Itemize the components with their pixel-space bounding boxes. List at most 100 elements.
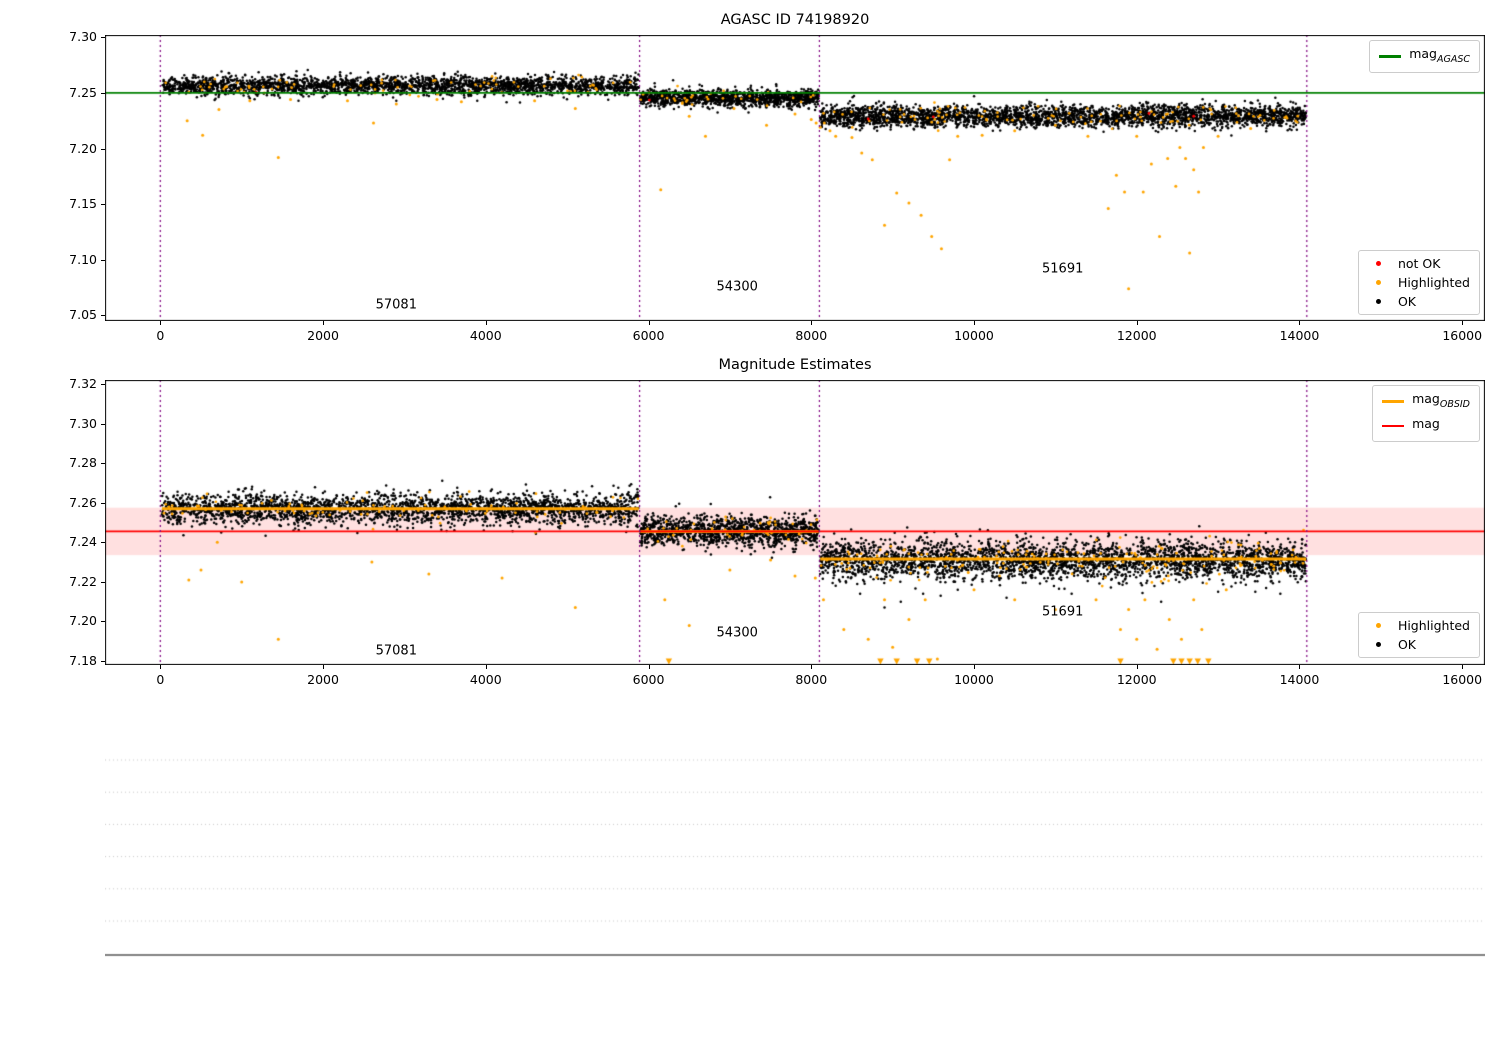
x-tick-label: 10000: [954, 328, 994, 343]
tick-mark: [811, 665, 813, 669]
agasc-mag-plot: magAGASC not OK Highlighted OK 57081 5430…: [105, 35, 1485, 321]
ok-marker-sample: [1368, 299, 1390, 304]
tick-mark: [1299, 665, 1301, 669]
legend-item-not-ok: not OK: [1368, 256, 1470, 271]
x-tick-label: 14000: [1279, 672, 1320, 687]
legend-label-ok: OK: [1397, 294, 1416, 309]
y-tick-label: 7.20: [69, 140, 97, 156]
tick-mark: [974, 665, 975, 669]
tick-mark: [101, 542, 105, 544]
y-tick-label: 7.15: [69, 196, 97, 212]
obsid-label: 54300: [716, 625, 758, 641]
obsid-label: 54300: [716, 279, 758, 294]
legend-mag-agasc: magAGASC: [1369, 40, 1480, 73]
black-dot-swatch: [1376, 299, 1382, 304]
plot1-title: AGASC ID 74198920: [720, 12, 870, 28]
x-tick-label: 8000: [795, 672, 828, 687]
tick-mark: [160, 321, 162, 325]
y-tick-label: 7.18: [69, 653, 97, 669]
legend-markers-top-plot: not OK Highlighted OK: [1357, 250, 1480, 315]
not-ok-marker-sample: [1368, 261, 1390, 266]
y-tick-label: 7.30: [69, 29, 97, 45]
ok-marker-sample: [1368, 642, 1390, 647]
legend-label-highlighted: Highlighted: [1397, 618, 1470, 633]
x-tick-label: 2000: [307, 328, 339, 343]
tick-mark: [101, 204, 105, 206]
y-tick-label: 7.28: [69, 455, 97, 471]
legend-label-not-ok: not OK: [1397, 256, 1441, 271]
tick-mark: [101, 383, 105, 385]
y-tick-label: 7.25: [69, 84, 97, 100]
tick-mark: [101, 621, 105, 623]
x-tick-label: 12000: [1116, 328, 1157, 343]
y-tick-label: 7.30: [69, 415, 97, 431]
magnitude-estimates-plot: magOBSID mag Highlighted OK 57081 54300 51…: [105, 380, 1485, 665]
legend-label-mag-obsid: magOBSID: [1412, 391, 1470, 410]
tick-mark: [101, 92, 105, 94]
legend-label-highlighted: Highlighted: [1397, 275, 1470, 290]
obsid-label: 51691: [1042, 261, 1084, 277]
tick-mark: [160, 665, 162, 669]
mag-obsid-line-sample: [1382, 399, 1405, 403]
tick-mark: [648, 665, 650, 669]
legend-item-ok: OK: [1368, 294, 1470, 309]
legend-markers-middle-plot: Highlighted OK: [1357, 612, 1480, 658]
x-tick-label: 4000: [469, 328, 502, 343]
tick-mark: [811, 321, 813, 325]
legend-label-mag: mag: [1412, 415, 1440, 431]
legend-item-mag: mag: [1382, 416, 1470, 437]
tick-mark: [485, 321, 487, 325]
tick-mark: [1462, 321, 1464, 325]
legend-item-ok: OK: [1368, 637, 1470, 652]
tick-mark: [648, 321, 650, 325]
x-tick-label: 8000: [795, 328, 828, 343]
orange-dot-swatch: [1376, 623, 1382, 628]
plot2-title: Magnitude Estimates: [718, 357, 872, 373]
black-dot-swatch: [1376, 642, 1382, 647]
x-tick-label: 0: [156, 328, 165, 343]
obsid-label: 51691: [1042, 604, 1084, 620]
legend-label-ok: OK: [1397, 637, 1416, 652]
agasc-mag-canvas: [105, 35, 1485, 321]
tick-mark: [323, 665, 325, 669]
flags-plot: [105, 722, 1485, 1012]
red-line-swatch: [1382, 424, 1405, 427]
legend-item-mag-agasc: magAGASC: [1379, 46, 1470, 67]
x-tick-label: 0: [156, 672, 165, 687]
tick-mark: [101, 259, 105, 261]
y-tick-label: 7.05: [69, 307, 97, 323]
legend-item-mag-obsid: magOBSID: [1382, 391, 1470, 412]
tick-mark: [1462, 665, 1464, 669]
tick-mark: [101, 148, 105, 150]
x-tick-label: 12000: [1116, 672, 1157, 687]
mag-line-sample: [1382, 424, 1405, 427]
tick-mark: [101, 315, 105, 317]
highlighted-marker-sample: [1368, 280, 1390, 285]
tick-mark: [1136, 665, 1138, 669]
tick-mark: [101, 581, 105, 583]
flags-canvas: [105, 722, 1485, 1012]
legend-label-mag-agasc: magAGASC: [1409, 46, 1470, 65]
tick-mark: [323, 321, 325, 325]
y-tick-label: 7.32: [69, 375, 97, 391]
legend-item-highlighted: Highlighted: [1368, 618, 1470, 633]
obsid-label: 57081: [375, 643, 417, 659]
orange-line-swatch: [1382, 399, 1405, 403]
x-tick-label: 10000: [954, 672, 994, 687]
tick-mark: [101, 661, 105, 663]
tick-mark: [485, 665, 487, 669]
legend-item-highlighted: Highlighted: [1368, 275, 1470, 290]
x-tick-label: 16000: [1442, 328, 1483, 343]
mag-agasc-line-sample: [1379, 55, 1402, 58]
tick-mark: [101, 502, 105, 504]
x-tick-label: 6000: [632, 328, 665, 343]
x-tick-label: 16000: [1442, 672, 1483, 687]
tick-mark: [101, 423, 105, 425]
y-tick-label: 7.24: [69, 534, 97, 550]
highlighted-marker-sample: [1368, 623, 1390, 628]
legend-mag-lines: magOBSID mag: [1372, 385, 1480, 442]
green-line-swatch: [1379, 55, 1402, 58]
tick-mark: [1299, 321, 1301, 325]
magnitude-estimates-canvas: [105, 380, 1485, 665]
